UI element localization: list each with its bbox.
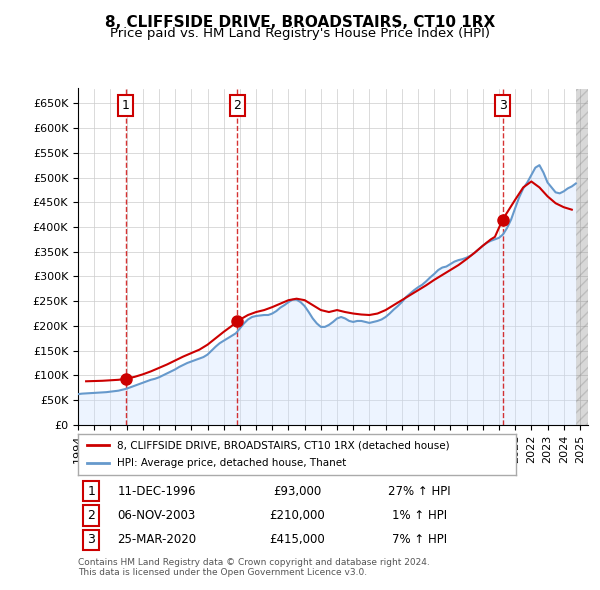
Text: 1: 1 [122,99,130,112]
Text: 06-NOV-2003: 06-NOV-2003 [118,509,196,522]
Text: 2: 2 [87,509,95,522]
Text: 27% ↑ HPI: 27% ↑ HPI [388,484,451,498]
Text: £93,000: £93,000 [273,484,321,498]
Text: 3: 3 [87,533,95,546]
Text: 1% ↑ HPI: 1% ↑ HPI [392,509,447,522]
Text: 25-MAR-2020: 25-MAR-2020 [117,533,196,546]
Text: Price paid vs. HM Land Registry's House Price Index (HPI): Price paid vs. HM Land Registry's House … [110,27,490,40]
Text: £210,000: £210,000 [269,509,325,522]
Text: 8, CLIFFSIDE DRIVE, BROADSTAIRS, CT10 1RX: 8, CLIFFSIDE DRIVE, BROADSTAIRS, CT10 1R… [105,15,495,30]
Text: 2: 2 [233,99,241,112]
Text: Contains HM Land Registry data © Crown copyright and database right 2024.
This d: Contains HM Land Registry data © Crown c… [78,558,430,577]
Text: £415,000: £415,000 [269,533,325,546]
Text: 11-DEC-1996: 11-DEC-1996 [118,484,196,498]
Text: HPI: Average price, detached house, Thanet: HPI: Average price, detached house, Than… [118,458,347,468]
Text: 1: 1 [87,484,95,498]
Text: 8, CLIFFSIDE DRIVE, BROADSTAIRS, CT10 1RX (detached house): 8, CLIFFSIDE DRIVE, BROADSTAIRS, CT10 1R… [118,440,450,450]
Text: 3: 3 [499,99,506,112]
Text: 7% ↑ HPI: 7% ↑ HPI [392,533,447,546]
